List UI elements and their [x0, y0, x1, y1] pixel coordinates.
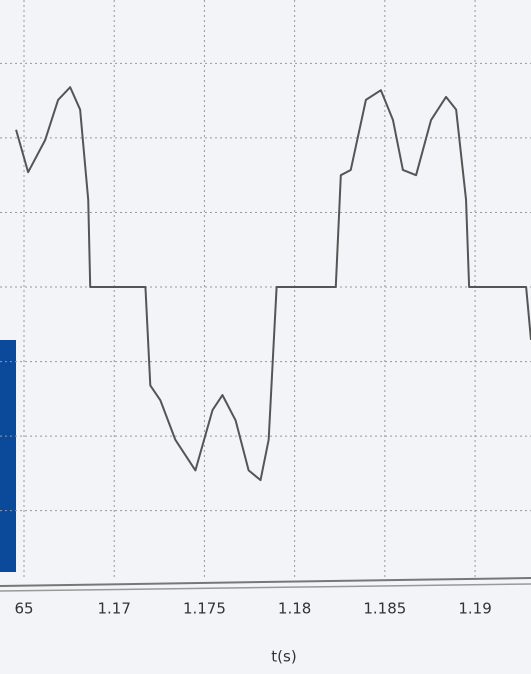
x-tick-label: 1.185: [363, 600, 406, 618]
x-tick-label: 65: [14, 600, 33, 618]
baseline-trace: [0, 583, 531, 592]
x-tick-label: 1.175: [183, 600, 226, 618]
baseline-trace: [0, 577, 531, 587]
side-bar: [0, 340, 16, 572]
x-tick-label: 1.17: [98, 600, 131, 618]
x-tick-label: 1.19: [458, 600, 491, 618]
x-tick-label: 1.18: [278, 600, 311, 618]
line-trace: [15, 86, 531, 482]
x-axis-label: t(s): [271, 648, 296, 666]
